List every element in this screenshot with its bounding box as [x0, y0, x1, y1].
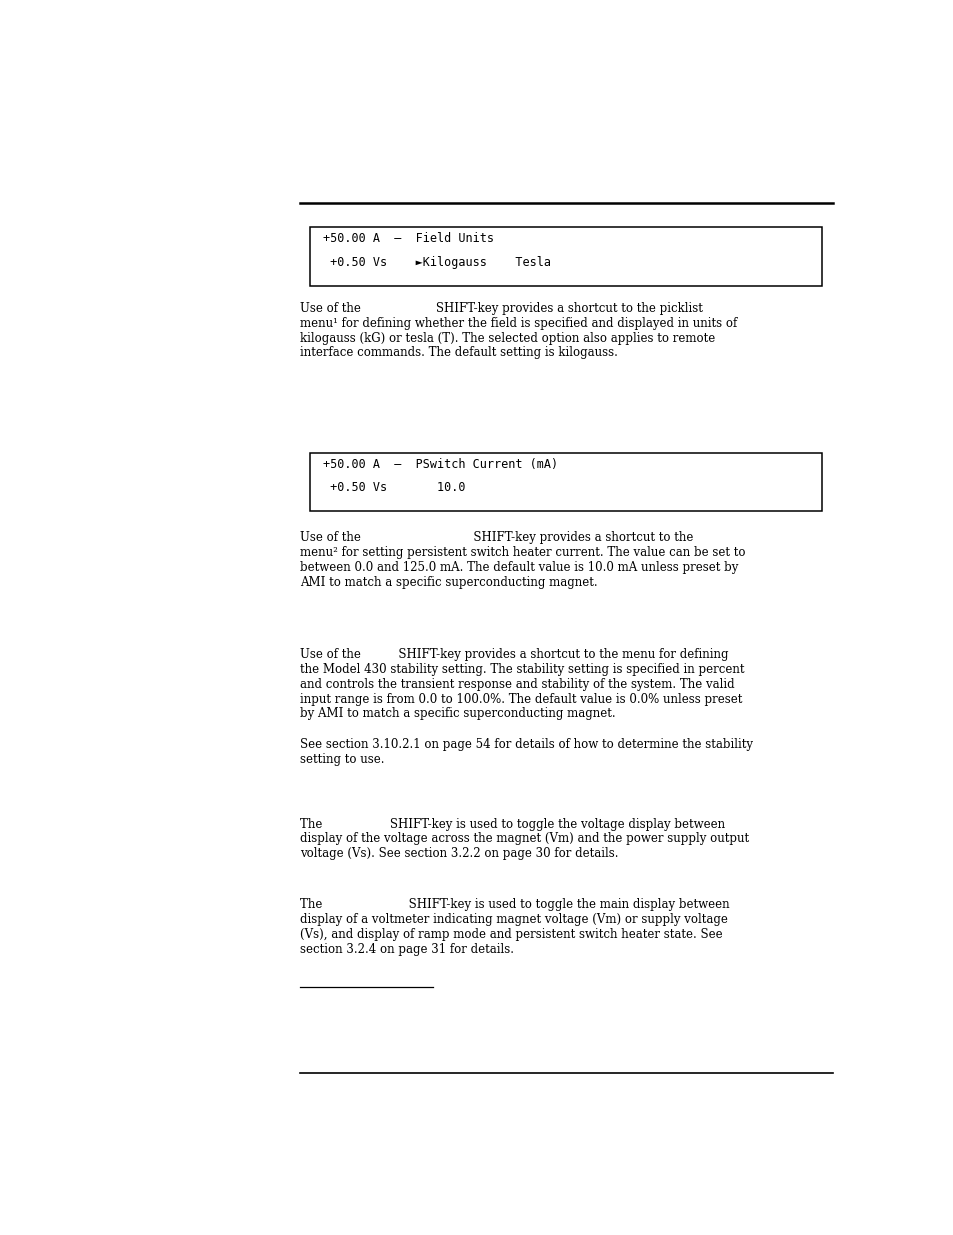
Text: Use of the                              SHIFT-key provides a shortcut to the: Use of the SHIFT-key provides a shortcut…: [300, 531, 693, 545]
Text: between 0.0 and 125.0 mA. The default value is 10.0 mA unless preset by: between 0.0 and 125.0 mA. The default va…: [300, 561, 738, 574]
Text: Use of the          SHIFT-key provides a shortcut to the menu for defining: Use of the SHIFT-key provides a shortcut…: [300, 648, 728, 662]
Text: menu² for setting persistent switch heater current. The value can be set to: menu² for setting persistent switch heat…: [300, 546, 745, 559]
Text: voltage (Vs). See section 3.2.2 on page 30 for details.: voltage (Vs). See section 3.2.2 on page …: [300, 847, 618, 860]
Bar: [310, 227, 821, 287]
Text: display of the voltage across the magnet (Vm) and the power supply output: display of the voltage across the magnet…: [300, 832, 749, 846]
Text: the Model 430 stability setting. The stability setting is specified in percent: the Model 430 stability setting. The sta…: [300, 663, 744, 676]
Text: display of a voltmeter indicating magnet voltage (Vm) or supply voltage: display of a voltmeter indicating magnet…: [300, 913, 727, 926]
Text: +0.50 Vs       10.0: +0.50 Vs 10.0: [323, 482, 465, 494]
Text: +0.50 Vs    ►Kilogauss    Tesla: +0.50 Vs ►Kilogauss Tesla: [323, 256, 551, 269]
Bar: [310, 452, 821, 511]
Text: AMI to match a specific superconducting magnet.: AMI to match a specific superconducting …: [300, 576, 598, 589]
Text: by AMI to match a specific superconducting magnet.: by AMI to match a specific superconducti…: [300, 708, 616, 720]
Text: kilogauss (kG) or tesla (T). The selected option also applies to remote: kilogauss (kG) or tesla (T). The selecte…: [300, 332, 715, 345]
Text: +50.00 A  –  Field Units: +50.00 A – Field Units: [323, 232, 494, 246]
Text: (Vs), and display of ramp mode and persistent switch heater state. See: (Vs), and display of ramp mode and persi…: [300, 927, 722, 941]
Text: menu¹ for defining whether the field is specified and displayed in units of: menu¹ for defining whether the field is …: [300, 317, 737, 330]
Text: and controls the transient response and stability of the system. The valid: and controls the transient response and …: [300, 678, 734, 690]
Text: interface commands. The default setting is kilogauss.: interface commands. The default setting …: [300, 347, 618, 359]
Text: +50.00 A  –  PSwitch Current (mA): +50.00 A – PSwitch Current (mA): [323, 458, 558, 471]
Text: See section 3.10.2.1 on page 54 for details of how to determine the stability: See section 3.10.2.1 on page 54 for deta…: [300, 737, 753, 751]
Text: section 3.2.4 on page 31 for details.: section 3.2.4 on page 31 for details.: [300, 942, 514, 956]
Text: The                       SHIFT-key is used to toggle the main display between: The SHIFT-key is used to toggle the main…: [300, 899, 729, 911]
Text: Use of the                    SHIFT-key provides a shortcut to the picklist: Use of the SHIFT-key provides a shortcut…: [300, 303, 702, 315]
Text: The                  SHIFT-key is used to toggle the voltage display between: The SHIFT-key is used to toggle the volt…: [300, 818, 724, 831]
Text: setting to use.: setting to use.: [300, 752, 384, 766]
Text: input range is from 0.0 to 100.0%. The default value is 0.0% unless preset: input range is from 0.0 to 100.0%. The d…: [300, 693, 742, 705]
